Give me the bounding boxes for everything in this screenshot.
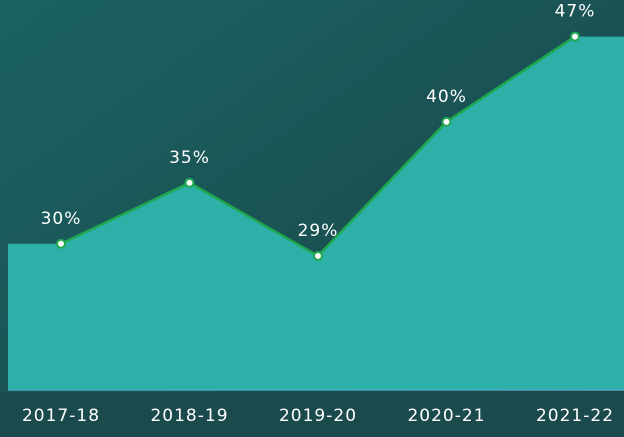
data-label: 40%	[426, 87, 467, 107]
x-tick-label: 2021-22	[536, 406, 614, 426]
point	[313, 250, 323, 261]
point	[441, 116, 452, 127]
area	[8, 36, 624, 390]
x-tick-label: 2019-20	[279, 406, 357, 426]
data-label: 30%	[41, 209, 82, 229]
x-tick-label: 2018-19	[150, 406, 228, 426]
point	[184, 177, 195, 188]
x-tick-label: 2020-21	[407, 406, 485, 426]
data-label: 29%	[298, 221, 339, 241]
x-tick-label: 2017-18	[22, 406, 100, 426]
axis-band	[0, 392, 624, 437]
point	[56, 238, 66, 249]
point	[570, 31, 580, 42]
data-label: 35%	[169, 148, 210, 168]
data-label: 47%	[555, 2, 596, 22]
